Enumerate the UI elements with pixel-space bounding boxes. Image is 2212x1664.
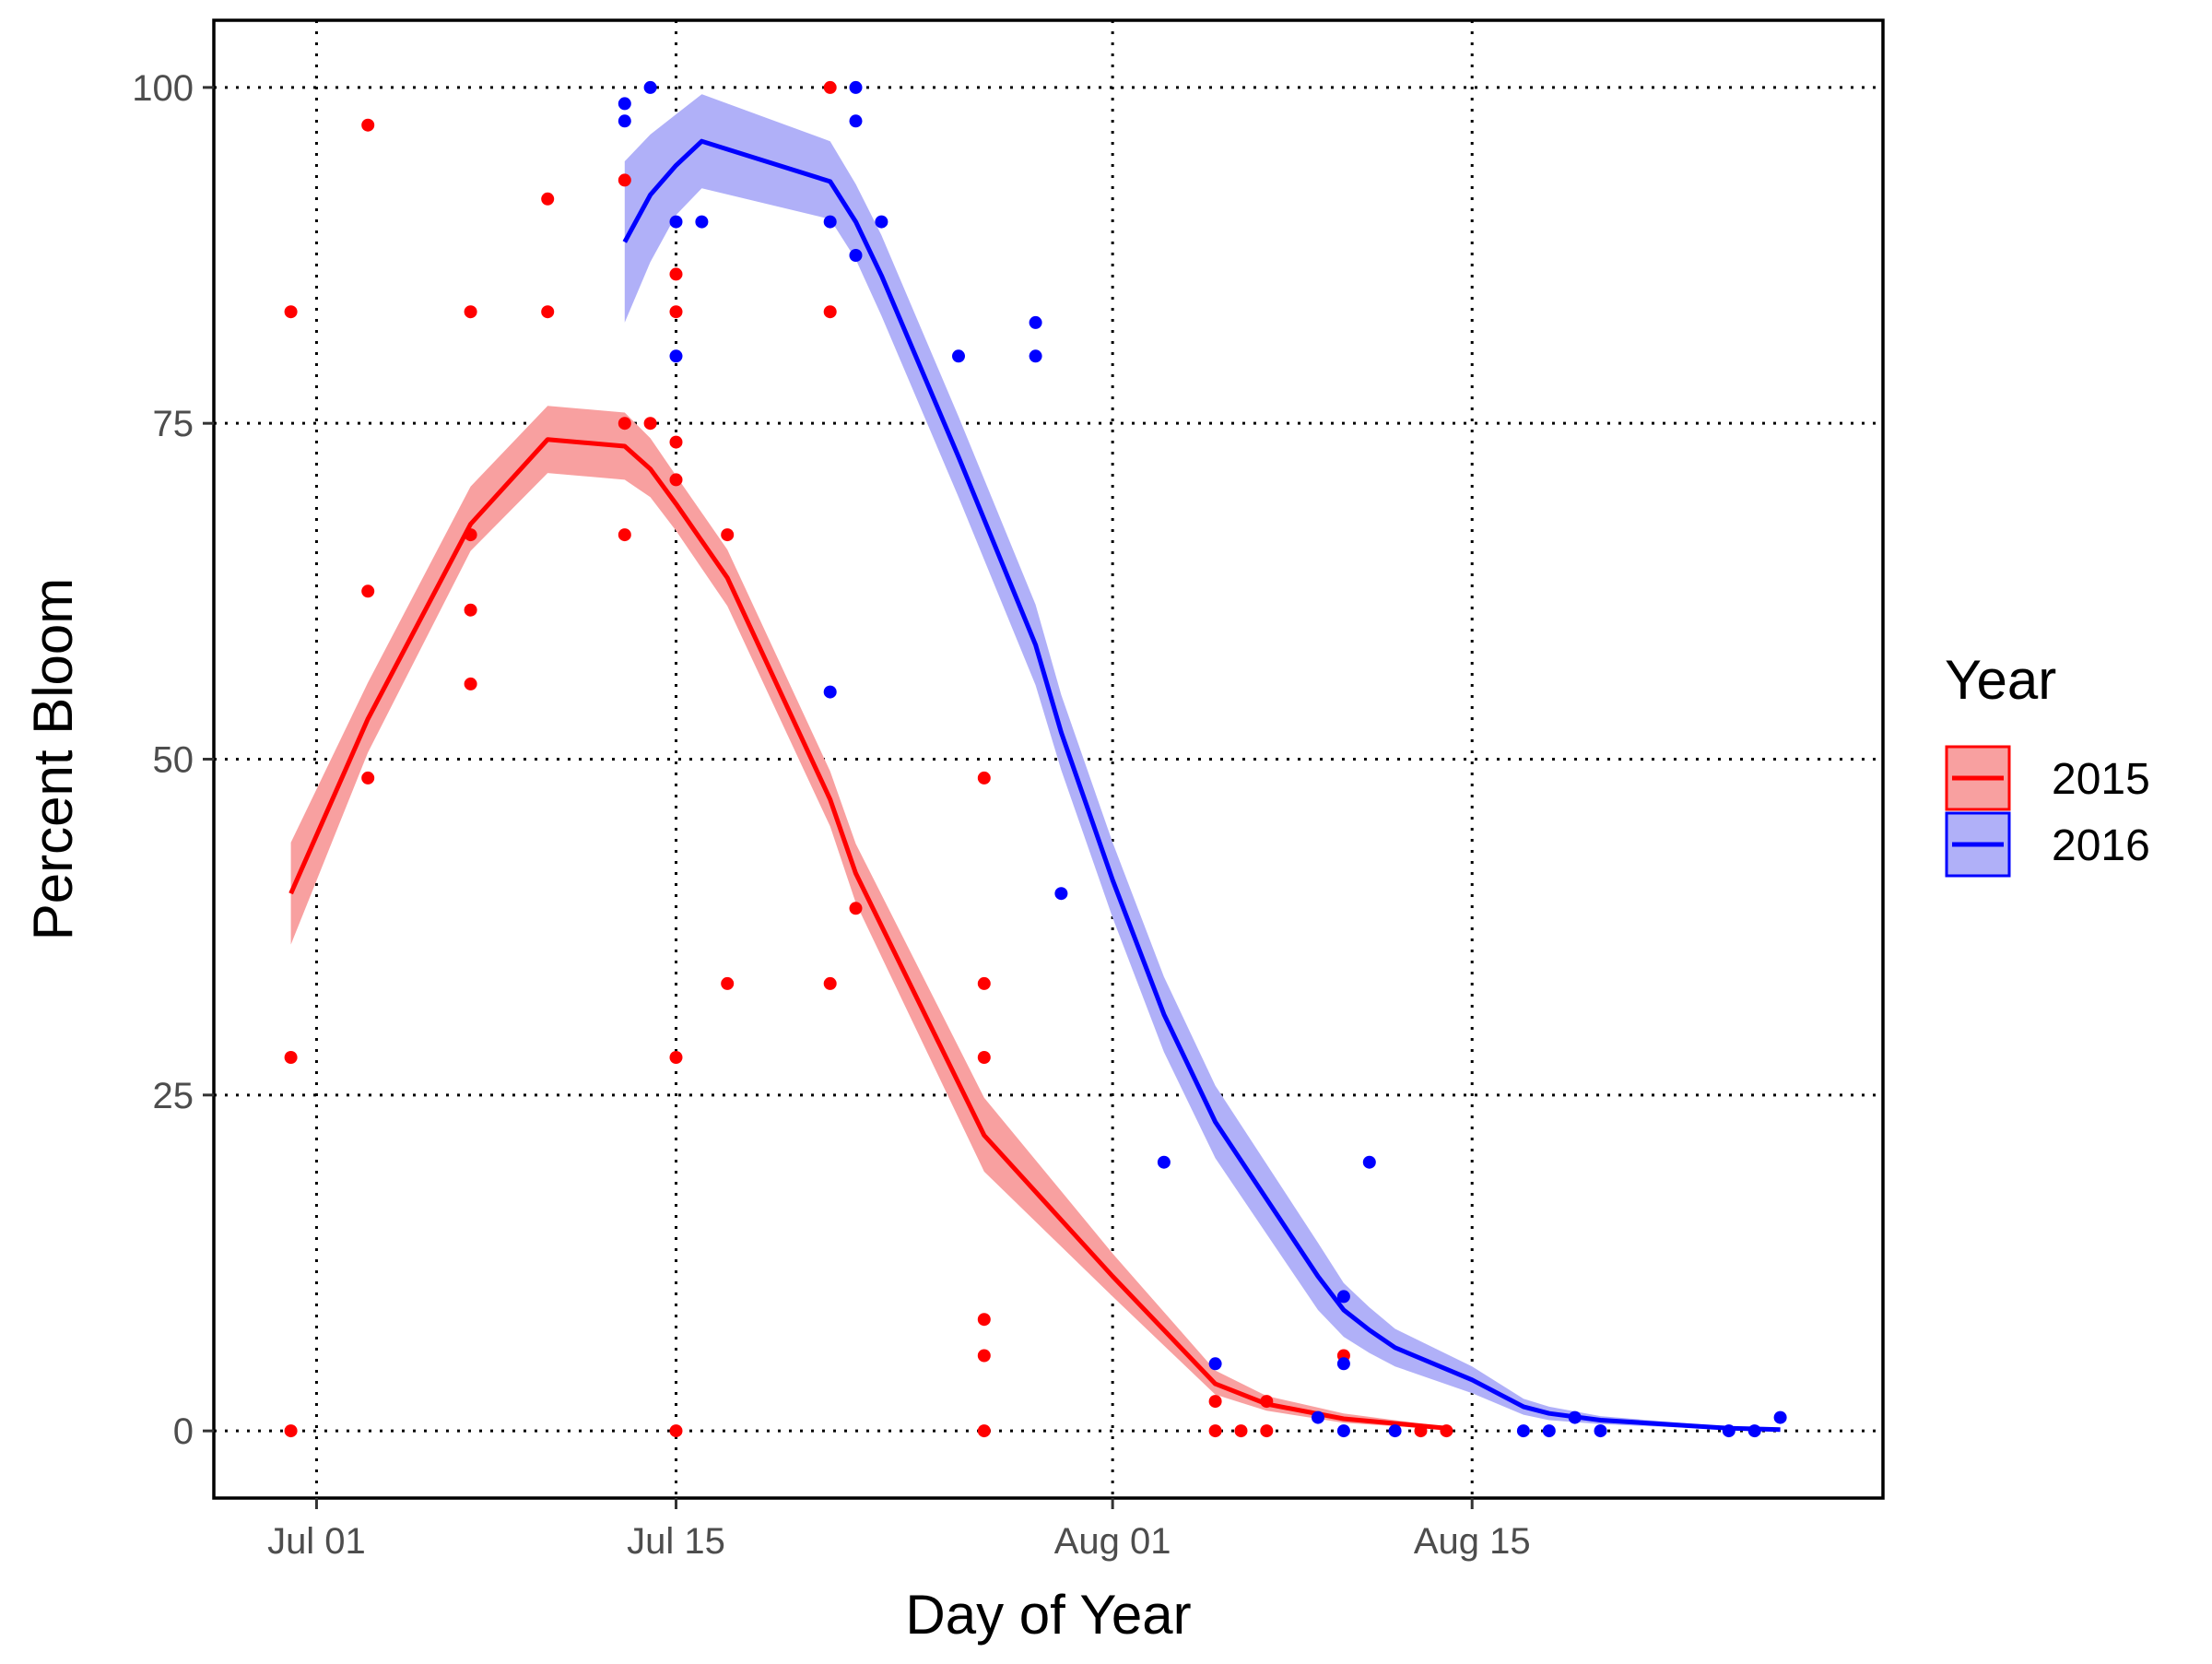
data-point-2015	[721, 528, 735, 542]
data-point-2015	[977, 1313, 991, 1327]
data-point-2015	[541, 305, 555, 319]
data-point-2016	[1312, 1410, 1324, 1424]
data-point-2015	[618, 173, 631, 187]
data-point-2015	[977, 1424, 991, 1438]
y-tick-label: 25	[153, 1076, 194, 1116]
data-point-2016	[695, 215, 709, 229]
data-point-2015	[643, 417, 657, 431]
data-point-2015	[284, 1051, 298, 1064]
data-point-2015	[541, 192, 555, 206]
data-point-2015	[284, 305, 298, 319]
fit-line-2015	[288, 437, 1447, 1431]
data-point-2016	[1336, 1424, 1350, 1438]
y-axis-title: Percent Bloom	[22, 578, 84, 941]
data-point-2015	[284, 1424, 298, 1438]
data-point-2016	[1029, 349, 1042, 363]
data-point-2016	[952, 349, 965, 363]
data-point-2016	[1362, 1155, 1376, 1169]
confidence-band-2015	[290, 406, 1447, 1430]
data-point-2015	[1208, 1424, 1222, 1438]
legend-title: Year	[1945, 649, 2056, 711]
data-point-2016	[823, 215, 837, 229]
data-point-2016	[1388, 1424, 1402, 1438]
data-point-2015	[977, 1051, 991, 1064]
data-point-2015	[361, 584, 375, 598]
data-point-2015	[1260, 1395, 1274, 1409]
x-tick-label: Jul 15	[627, 1521, 725, 1562]
data-point-2015	[1440, 1424, 1453, 1438]
data-point-2015	[1208, 1395, 1222, 1409]
data-point-2015	[464, 677, 477, 690]
data-point-2016	[618, 97, 631, 111]
data-point-2016	[1542, 1424, 1556, 1438]
y-tick-label: 50	[153, 740, 194, 781]
data-points	[284, 80, 1787, 1438]
data-point-2016	[1208, 1357, 1222, 1371]
data-point-2015	[669, 1051, 683, 1064]
data-point-2015	[823, 976, 837, 990]
data-point-2016	[1029, 315, 1042, 329]
data-point-2015	[721, 976, 735, 990]
data-point-2015	[464, 305, 477, 319]
x-tick-label: Aug 15	[1414, 1521, 1531, 1562]
data-point-2016	[1516, 1424, 1530, 1438]
data-point-2015	[823, 305, 837, 319]
y-tick-label: 0	[173, 1411, 194, 1452]
data-point-2016	[849, 80, 863, 94]
x-axis-title: Day of Year	[905, 1584, 1191, 1646]
confidence-bands	[290, 94, 1781, 1432]
data-point-2016	[643, 80, 657, 94]
legend-label-2016: 2016	[2052, 821, 2150, 870]
data-point-2016	[1773, 1410, 1787, 1424]
x-tick-label: Jul 01	[267, 1521, 366, 1562]
data-point-2016	[618, 114, 631, 128]
data-point-2015	[1414, 1424, 1428, 1438]
data-point-2015	[464, 528, 477, 542]
data-point-2015	[618, 528, 631, 542]
data-point-2015	[977, 1349, 991, 1363]
data-point-2016	[1722, 1424, 1735, 1438]
data-point-2016	[1747, 1424, 1761, 1438]
data-point-2015	[361, 118, 375, 132]
data-point-2016	[669, 349, 683, 363]
data-point-2016	[1054, 887, 1068, 901]
legend: Year 2015 2016	[1945, 649, 2150, 878]
y-tick-label: 100	[132, 68, 194, 109]
x-tick-label: Aug 01	[1054, 1521, 1171, 1562]
data-point-2015	[849, 902, 863, 915]
data-point-2016	[823, 685, 837, 699]
data-point-2016	[849, 249, 863, 262]
data-point-2015	[464, 603, 477, 617]
data-point-2015	[977, 976, 991, 990]
data-point-2016	[1157, 1155, 1171, 1169]
data-point-2016	[669, 215, 683, 229]
fit-line-2016	[622, 138, 1781, 1433]
data-point-2015	[361, 771, 375, 785]
legend-label-2015: 2015	[2052, 755, 2150, 804]
data-point-2015	[1260, 1424, 1274, 1438]
data-point-2015	[669, 1424, 683, 1438]
axes: 0 25 50 75 100 Jul 01 Jul 15 Aug 01 Aug 15	[132, 68, 1530, 1562]
data-point-2015	[669, 473, 683, 487]
data-point-2015	[669, 305, 683, 319]
data-point-2016	[1336, 1357, 1350, 1371]
data-point-2016	[875, 215, 888, 229]
data-point-2015	[977, 771, 991, 785]
data-point-2015	[618, 417, 631, 431]
data-point-2016	[1568, 1410, 1582, 1424]
data-point-2015	[669, 267, 683, 281]
data-point-2016	[849, 114, 863, 128]
y-tick-label: 75	[153, 404, 194, 444]
data-point-2016	[1594, 1424, 1607, 1438]
data-point-2015	[1234, 1424, 1248, 1438]
data-point-2015	[823, 80, 837, 94]
gridlines	[214, 20, 1883, 1498]
data-point-2015	[669, 435, 683, 449]
data-point-2016	[1336, 1290, 1350, 1304]
fit-lines	[288, 138, 1781, 1433]
